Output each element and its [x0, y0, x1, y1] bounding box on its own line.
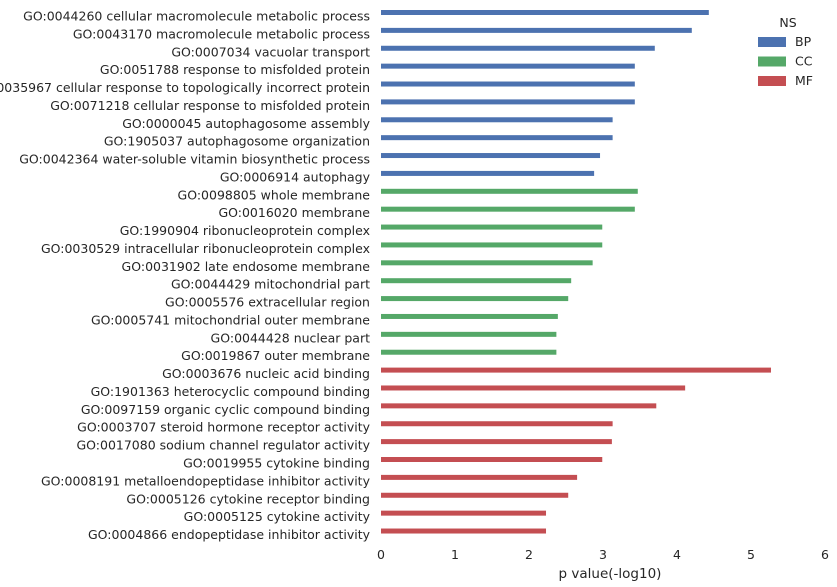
bar-25	[381, 457, 603, 462]
bar-4	[381, 81, 635, 87]
bar-22	[381, 403, 657, 409]
category-labels-group: GO:0044260 cellular macromolecule metabo…	[0, 9, 371, 543]
bar-6	[381, 117, 613, 123]
category-label-21: GO:1901363 heterocyclic compound binding	[91, 384, 370, 399]
x-tick-label-5: 5	[747, 547, 755, 562]
category-label-24: GO:0017080 sodium channel regulator acti…	[76, 438, 370, 453]
category-label-4: GO:0035967 cellular response to topologi…	[0, 80, 370, 95]
legend: NS BP CC MF	[758, 15, 813, 88]
category-label-14: GO:0031902 late endosome membrane	[122, 259, 371, 274]
bar-29	[381, 528, 547, 534]
bar-12	[381, 224, 603, 230]
bar-13	[381, 242, 603, 248]
bar-26	[381, 474, 578, 480]
category-label-3: GO:0051788 response to misfolded protein	[100, 62, 370, 77]
category-label-23: GO:0003707 steroid hormone receptor acti…	[77, 420, 370, 435]
bar-2	[381, 45, 655, 51]
category-label-20: GO:0003676 nucleic acid binding	[162, 366, 370, 381]
bar-15	[381, 278, 572, 284]
category-label-18: GO:0044428 nuclear part	[211, 330, 371, 345]
category-label-25: GO:0019955 cytokine binding	[183, 456, 370, 471]
x-tick-label-4: 4	[673, 547, 681, 562]
x-tick-label-6: 6	[821, 547, 829, 562]
category-label-27: GO:0005126 cytokine receptor binding	[126, 491, 370, 506]
bar-11	[381, 206, 635, 212]
category-label-28: GO:0005125 cytokine activity	[184, 509, 371, 524]
category-label-13: GO:0030529 intracellular ribonucleoprote…	[41, 241, 370, 256]
category-label-9: GO:0006914 autophagy	[220, 169, 371, 184]
category-label-7: GO:1905037 autophagosome organization	[104, 134, 370, 149]
bar-28	[381, 510, 547, 516]
legend-label-mf: MF	[795, 73, 813, 88]
bar-3	[381, 63, 635, 69]
bar-8	[381, 153, 601, 159]
category-label-26: GO:0008191 metalloendopeptidase inhibito…	[41, 473, 371, 488]
bar-19	[381, 349, 557, 355]
bar-5	[381, 99, 635, 105]
bar-20	[381, 367, 771, 373]
category-label-6: GO:0000045 autophagosome assembly	[122, 116, 370, 131]
category-label-16: GO:0005576 extracellular region	[165, 295, 370, 310]
bar-16	[381, 296, 569, 302]
category-label-22: GO:0097159 organic cyclic compound bindi…	[81, 402, 370, 417]
category-label-19: GO:0019867 outer membrane	[181, 348, 370, 363]
x-tick-label-3: 3	[599, 547, 607, 562]
legend-swatch-cc	[758, 56, 786, 67]
x-axis-title: p value(-log10)	[559, 566, 662, 582]
x-tick-label-2: 2	[525, 547, 533, 562]
category-label-2: GO:0007034 vacuolar transport	[171, 44, 370, 59]
bar-9	[381, 170, 595, 176]
bars-group	[381, 10, 771, 534]
legend-label-bp: BP	[795, 34, 812, 49]
bar-14	[381, 260, 593, 266]
category-label-5: GO:0071218 cellular response to misfolde…	[50, 98, 370, 113]
legend-swatch-mf	[758, 76, 786, 86]
x-tick-label-1: 1	[451, 547, 459, 562]
bar-18	[381, 331, 557, 337]
legend-title: NS	[779, 15, 796, 30]
category-label-1: GO:0043170 macromolecule metabolic proce…	[73, 26, 370, 41]
category-label-10: GO:0098805 whole membrane	[178, 187, 371, 202]
x-axis-ticks-group: 0 1 2 3 4 5 6	[377, 547, 829, 562]
category-label-11: GO:0016020 membrane	[218, 205, 370, 220]
bar-7	[381, 135, 613, 141]
bar-17	[381, 313, 558, 319]
legend-swatch-bp	[758, 37, 786, 47]
category-label-12: GO:1990904 ribonucleoprotein complex	[120, 223, 370, 238]
category-label-0: GO:0044260 cellular macromolecule metabo…	[23, 9, 370, 24]
bar-10	[381, 188, 638, 194]
category-label-8: GO:0042364 water-soluble vitamin biosynt…	[19, 152, 370, 167]
bar-24	[381, 439, 612, 445]
bar-23	[381, 421, 613, 427]
x-tick-label-0: 0	[377, 547, 385, 562]
bar-1	[381, 27, 692, 33]
category-label-17: GO:0005741 mitochondrial outer membrane	[91, 312, 370, 327]
category-label-15: GO:0044429 mitochondrial part	[171, 277, 370, 292]
category-label-29: GO:0004866 endopeptidase inhibitor activ…	[88, 527, 371, 542]
bar-21	[381, 385, 686, 391]
bar-27	[381, 492, 569, 498]
bar-0	[381, 10, 709, 15]
legend-label-cc: CC	[795, 54, 813, 69]
